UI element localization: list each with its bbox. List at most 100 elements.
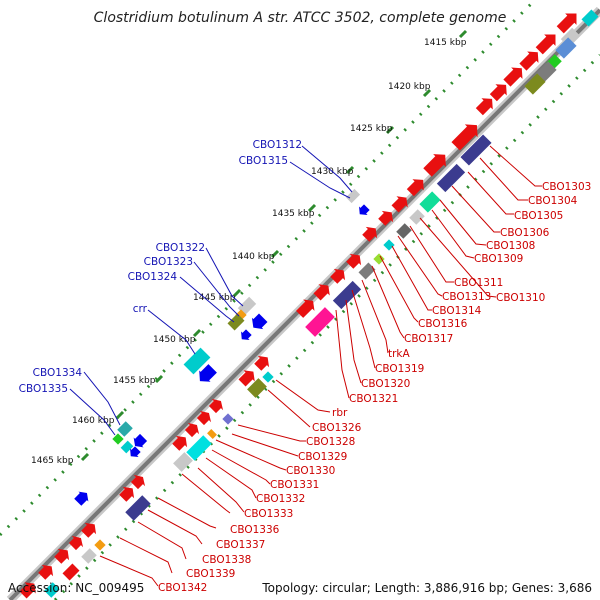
gene-label: CBO1338 xyxy=(202,554,251,566)
gene-label: CBO1337 xyxy=(216,539,265,551)
gene-label: CBO1309 xyxy=(474,253,523,265)
gene-block xyxy=(332,280,362,310)
gene-label: CBO1330 xyxy=(286,465,335,477)
gene-arrow xyxy=(535,34,556,55)
gene-block xyxy=(247,378,267,398)
gene-arrow xyxy=(451,124,478,151)
gene-arrow xyxy=(54,548,70,564)
outer-gene-labels: CBO1312 CBO1315 CBO1322 CBO1323 CBO1324 … xyxy=(19,139,302,395)
cog-category-blocks xyxy=(44,9,599,598)
tick-label: 1420 kbp xyxy=(388,82,431,92)
gene-label: CBO1333 xyxy=(244,508,293,520)
gene-arrow xyxy=(119,486,135,502)
gene-label: CBO1310 xyxy=(496,292,545,304)
gene-block xyxy=(222,413,234,425)
gene-arrow xyxy=(184,422,200,438)
gene-arrow xyxy=(296,299,315,318)
reverse-strand-genes xyxy=(74,188,370,506)
gene-label: CBO1311 xyxy=(454,277,503,289)
gene-label: CBO1314 xyxy=(432,305,482,317)
gene-block xyxy=(436,163,466,193)
gene-arrow xyxy=(346,253,362,269)
tick-marks xyxy=(80,29,468,462)
gene-label: CBO1303 xyxy=(542,181,591,193)
tick-label: 1425 kbp xyxy=(350,124,393,134)
gene-block xyxy=(581,9,599,27)
tick-labels: 1415 kbp 1420 kbp 1425 kbp 1430 kbp 1435… xyxy=(31,38,467,466)
gene-label: CBO1331 xyxy=(270,479,319,491)
tick-label: 1465 kbp xyxy=(31,456,74,466)
gene-block xyxy=(555,37,577,59)
gene-block xyxy=(94,539,106,551)
gene-arrow xyxy=(199,364,217,382)
gene-arrow xyxy=(330,268,346,284)
genome-summary-text: Topology: circular; Length: 3,886,916 bp… xyxy=(262,581,592,595)
inner-dotted-guide xyxy=(53,53,600,600)
gene-block xyxy=(524,73,546,95)
gene-block xyxy=(186,435,212,461)
gene-label: CBO1304 xyxy=(528,195,578,207)
outer-leader-lines xyxy=(69,145,353,436)
gene-label: CBO1336 xyxy=(230,524,280,536)
tick-label: 1440 kbp xyxy=(232,252,275,262)
gene-arrow xyxy=(172,435,188,451)
gene-block xyxy=(419,191,441,213)
gene-label: CBO1324 xyxy=(128,271,178,283)
inner-leader-lines xyxy=(99,145,542,587)
gene-arrow xyxy=(378,210,394,226)
gene-block xyxy=(460,134,492,166)
gene-arrow xyxy=(208,398,224,414)
gene-label: CBO1339 xyxy=(186,568,235,580)
gene-block xyxy=(125,495,151,521)
gene-arrow xyxy=(519,51,539,71)
gene-arrow xyxy=(38,564,54,580)
tick-label: 1415 kbp xyxy=(424,38,467,48)
gene-label: trkA xyxy=(388,348,411,360)
gene-label: CBO1334 xyxy=(33,367,83,379)
gene-arrow xyxy=(241,329,252,340)
gene-label: CBO1319 xyxy=(375,363,424,375)
tick-label: 1460 kbp xyxy=(72,416,115,426)
gene-block xyxy=(383,239,395,251)
gene-label: crr xyxy=(133,303,148,315)
gene-label: CBO1342 xyxy=(158,582,207,594)
gene-block xyxy=(120,440,134,454)
gene-label: CBO1317 xyxy=(404,333,453,345)
gene-block xyxy=(207,429,217,439)
gene-block xyxy=(345,188,361,204)
gene-label: CBO1320 xyxy=(361,378,410,390)
gene-label: rbr xyxy=(332,407,348,419)
gene-arrow xyxy=(406,179,424,197)
tick-label: 1445 kbp xyxy=(193,293,236,303)
gene-label: CBO1305 xyxy=(514,210,563,222)
gene-label: CBO1313 xyxy=(442,291,491,303)
gene-label: CBO1323 xyxy=(144,256,193,268)
gene-block xyxy=(409,209,425,225)
gene-block xyxy=(373,253,385,265)
gene-arrow xyxy=(423,154,446,177)
gene-arrow xyxy=(238,370,255,387)
gene-block xyxy=(183,347,211,375)
forward-strand-genes xyxy=(19,13,577,599)
tick-label: 1450 kbp xyxy=(153,335,196,345)
gene-block xyxy=(173,452,193,472)
gene-label: CBO1329 xyxy=(298,451,347,463)
accession-text: Accession: NC_009495 xyxy=(8,581,145,595)
gene-block xyxy=(112,433,124,445)
inner-gene-labels: CBO1303 CBO1304 CBO1305 CBO1306 CBO1308 … xyxy=(158,181,591,594)
gene-block xyxy=(62,563,80,581)
gene-arrow xyxy=(133,433,148,448)
gene-arrow xyxy=(362,226,378,242)
gene-label: CBO1315 xyxy=(239,155,288,167)
gene-arrow xyxy=(196,410,212,426)
gene-block xyxy=(81,548,97,564)
gene-label: CBO1326 xyxy=(312,422,362,434)
tick-label: 1435 kbp xyxy=(272,209,315,219)
gene-arrow xyxy=(254,355,270,371)
gene-label: CBO1306 xyxy=(500,227,550,239)
gene-label: CBO1335 xyxy=(19,383,68,395)
gene-block xyxy=(227,313,245,331)
gene-label: CBO1322 xyxy=(156,242,205,254)
gene-arrow xyxy=(68,535,84,551)
